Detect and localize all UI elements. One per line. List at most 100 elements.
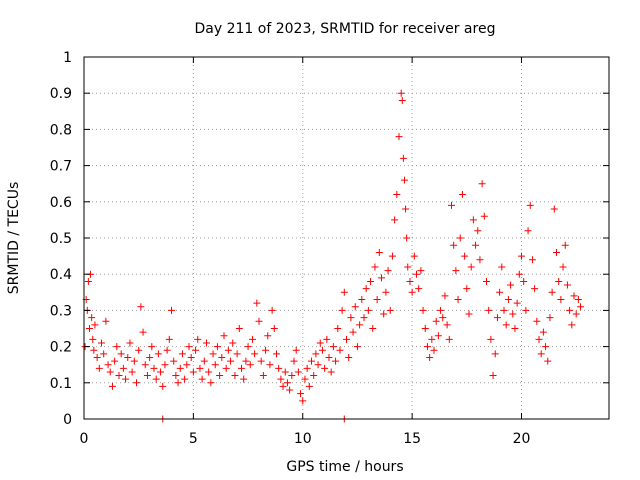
data-point bbox=[465, 310, 473, 318]
data-point bbox=[480, 212, 488, 220]
data-point bbox=[143, 372, 151, 380]
data-point bbox=[308, 357, 315, 365]
data-point bbox=[130, 357, 138, 365]
data-point bbox=[353, 343, 361, 351]
data-point bbox=[205, 368, 213, 376]
data-point bbox=[108, 382, 116, 390]
data-point bbox=[329, 343, 337, 351]
data-point bbox=[318, 346, 326, 354]
x-tick-label: 10 bbox=[294, 431, 312, 447]
data-point bbox=[347, 314, 355, 322]
data-point bbox=[268, 306, 276, 314]
data-point bbox=[262, 346, 270, 354]
data-point bbox=[553, 248, 560, 256]
data-point bbox=[216, 372, 224, 380]
data-point bbox=[312, 350, 320, 358]
data-point bbox=[159, 382, 167, 390]
data-point bbox=[133, 379, 140, 387]
data-point bbox=[275, 364, 283, 372]
data-point bbox=[189, 368, 197, 376]
data-point bbox=[336, 346, 344, 354]
data-point bbox=[563, 281, 571, 289]
data-point bbox=[518, 252, 525, 260]
data-point bbox=[402, 205, 410, 213]
data-point bbox=[504, 296, 512, 304]
data-point bbox=[305, 382, 313, 390]
data-point bbox=[229, 339, 237, 347]
data-point bbox=[400, 176, 408, 184]
data-point bbox=[360, 314, 368, 322]
data-point bbox=[122, 375, 130, 383]
data-point bbox=[135, 346, 143, 354]
data-point bbox=[461, 252, 469, 260]
data-point bbox=[253, 299, 261, 307]
data-point bbox=[111, 357, 119, 365]
data-point bbox=[423, 343, 431, 351]
data-point bbox=[273, 350, 280, 358]
data-point bbox=[513, 299, 521, 307]
data-point bbox=[478, 180, 486, 188]
data-point bbox=[310, 372, 318, 380]
data-point bbox=[566, 306, 574, 314]
data-point bbox=[351, 303, 359, 311]
data-point bbox=[550, 205, 558, 213]
data-point bbox=[382, 288, 390, 296]
data-point bbox=[570, 292, 578, 300]
y-tick-label: 0 bbox=[63, 412, 72, 428]
data-point bbox=[161, 361, 169, 369]
data-point bbox=[509, 310, 517, 318]
data-point bbox=[434, 332, 442, 340]
data-point bbox=[128, 368, 136, 376]
data-point bbox=[561, 241, 569, 249]
axis-ticks: 00.10.20.30.40.50.60.70.80.910 5 10 15 20 bbox=[50, 50, 609, 447]
data-point bbox=[343, 335, 350, 343]
data-point bbox=[469, 216, 477, 224]
data-point bbox=[187, 353, 195, 361]
data-point bbox=[474, 227, 482, 235]
data-point bbox=[257, 357, 265, 365]
data-point bbox=[572, 310, 580, 318]
data-point bbox=[493, 314, 501, 322]
data-point bbox=[443, 321, 451, 329]
data-point bbox=[181, 375, 189, 383]
data-point bbox=[507, 281, 515, 289]
data-point bbox=[537, 350, 545, 358]
data-point bbox=[375, 248, 383, 256]
data-point bbox=[170, 357, 178, 365]
data-point bbox=[397, 89, 405, 97]
x-tick-label: 0 bbox=[80, 431, 89, 447]
data-point bbox=[557, 296, 565, 304]
data-point bbox=[496, 288, 504, 296]
data-point bbox=[95, 364, 103, 372]
y-tick-label: 0.2 bbox=[50, 340, 72, 356]
data-point bbox=[450, 241, 458, 249]
data-point bbox=[314, 361, 322, 369]
data-point bbox=[441, 292, 449, 300]
data-point bbox=[100, 350, 108, 358]
data-point bbox=[207, 379, 215, 387]
data-point bbox=[391, 216, 399, 224]
data-point bbox=[89, 335, 97, 343]
data-point bbox=[395, 133, 403, 141]
data-point bbox=[88, 314, 96, 322]
y-tick-label: 0.8 bbox=[50, 122, 72, 138]
y-axis-label: SRMTID / TECUs bbox=[6, 182, 22, 295]
data-point bbox=[489, 372, 497, 380]
data-point bbox=[364, 306, 372, 314]
data-point bbox=[119, 364, 127, 372]
data-point bbox=[445, 335, 453, 343]
data-point bbox=[165, 335, 173, 343]
data-point bbox=[528, 256, 536, 264]
data-point bbox=[386, 306, 394, 314]
data-point bbox=[321, 364, 329, 372]
data-point bbox=[574, 296, 582, 304]
data-point bbox=[91, 321, 99, 329]
data-point bbox=[546, 314, 554, 322]
data-point bbox=[194, 335, 202, 343]
data-point bbox=[172, 372, 180, 380]
data-point bbox=[85, 325, 93, 332]
data-point bbox=[448, 201, 455, 209]
data-point bbox=[231, 372, 239, 380]
data-point bbox=[174, 379, 182, 387]
data-point bbox=[577, 303, 585, 311]
